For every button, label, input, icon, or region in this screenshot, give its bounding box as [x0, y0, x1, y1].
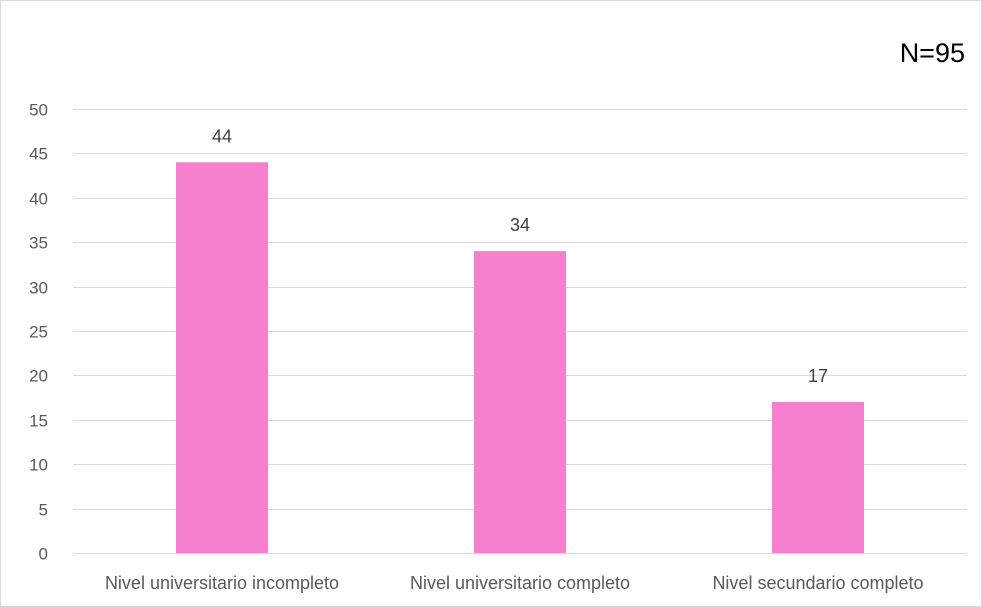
- bar: [474, 251, 566, 553]
- bar-value-label: 17: [808, 366, 828, 386]
- bars: [176, 162, 864, 553]
- y-axis-ticks: 0 5 10 15 20 25 30 35 40 45 50: [29, 101, 48, 564]
- y-tick-label: 15: [29, 412, 48, 431]
- y-tick-label: 25: [29, 323, 48, 342]
- y-tick-label: 5: [39, 501, 48, 520]
- bar-value-label: 44: [212, 126, 232, 146]
- x-axis-categories: Nivel universitario incompleto Nivel univ…: [105, 573, 924, 593]
- y-tick-label: 45: [29, 145, 48, 164]
- bar-value-label: 34: [510, 215, 530, 235]
- y-tick-label: 30: [29, 279, 48, 298]
- x-category-label: Nivel universitario completo: [410, 573, 630, 593]
- sample-size-annotation: N=95: [900, 38, 965, 68]
- bar: [772, 402, 864, 553]
- y-tick-label: 10: [29, 456, 48, 475]
- bar: [176, 162, 268, 553]
- y-tick-label: 40: [29, 190, 48, 209]
- x-category-label: Nivel secundario completo: [712, 573, 923, 593]
- y-tick-label: 0: [39, 545, 48, 564]
- y-tick-label: 20: [29, 367, 48, 386]
- y-tick-label: 50: [29, 101, 48, 120]
- data-labels: 44 34 17: [212, 126, 828, 386]
- y-tick-label: 35: [29, 234, 48, 253]
- x-category-label: Nivel universitario incompleto: [105, 573, 339, 593]
